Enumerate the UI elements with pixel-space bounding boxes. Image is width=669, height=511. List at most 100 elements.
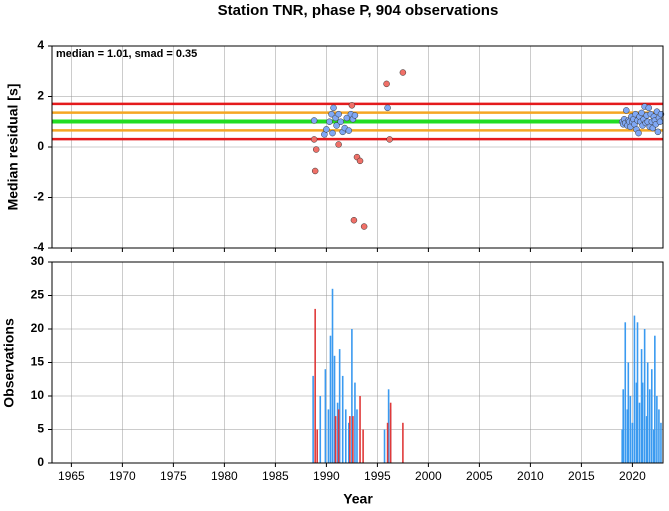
bar: [336, 402, 339, 463]
point: [351, 112, 359, 119]
bar: [387, 389, 390, 463]
bar: [624, 322, 627, 463]
bar: [356, 409, 358, 463]
point: [348, 102, 356, 109]
bar: [383, 429, 386, 463]
y-axis-label: Observations: [1, 318, 17, 408]
y-tick-label: 2: [37, 89, 44, 103]
bar: [352, 416, 354, 463]
y-axis-label: Median residual [s]: [5, 84, 21, 211]
bar: [627, 362, 630, 463]
bar: [349, 416, 351, 463]
bar: [643, 329, 646, 463]
point: [638, 109, 645, 117]
point: [323, 126, 330, 133]
point: [623, 107, 630, 114]
y-tick-label: 20: [31, 321, 45, 335]
point: [337, 118, 344, 125]
point: [310, 117, 318, 124]
point: [356, 157, 364, 165]
point: [329, 129, 336, 137]
point: [335, 110, 342, 118]
y-tick-label: -2: [33, 190, 44, 204]
x-tick-label: 1985: [262, 469, 289, 483]
bar: [337, 409, 340, 463]
y-tick-label: 30: [31, 254, 45, 268]
bar: [622, 389, 625, 463]
point: [335, 141, 342, 148]
bar: [656, 396, 658, 463]
bar: [636, 322, 639, 463]
y-tick-label: 25: [31, 288, 45, 302]
x-tick-label: 2015: [568, 469, 595, 483]
bar: [640, 349, 643, 463]
bar: [331, 288, 334, 463]
bar: [333, 355, 336, 463]
point: [345, 127, 353, 134]
annotation: median = 1.01, smad = 0.35: [56, 48, 197, 60]
bar: [654, 335, 656, 463]
bar: [646, 362, 649, 463]
bar: [351, 329, 353, 463]
bar: [386, 422, 389, 463]
point: [399, 69, 407, 76]
x-tick-label: 1975: [160, 469, 187, 483]
bar: [648, 389, 651, 463]
y-tick-label: 5: [37, 422, 44, 436]
point: [333, 122, 340, 129]
bar: [338, 349, 341, 463]
bar: [641, 382, 644, 463]
x-tick-label: 2010: [517, 469, 544, 483]
x-tick-label: 1980: [211, 469, 238, 483]
x-tick-label: 1995: [364, 469, 391, 483]
bar: [638, 402, 641, 463]
bar: [359, 396, 361, 463]
x-tick-label: 2000: [415, 469, 442, 483]
x-tick-label: 2005: [466, 469, 493, 483]
point: [635, 129, 642, 137]
point: [330, 104, 337, 112]
bar: [660, 422, 662, 463]
y-tick-label: 0: [37, 139, 44, 153]
plot-frame: [51, 45, 664, 249]
point: [350, 216, 358, 224]
chart-title: Station TNR, phase P, 904 observations: [218, 2, 499, 19]
bar: [329, 335, 332, 463]
y-tick-label: 0: [37, 455, 44, 469]
bar: [658, 409, 660, 463]
bar: [635, 382, 638, 463]
point: [383, 80, 390, 88]
point: [328, 110, 335, 118]
bar: [334, 416, 337, 463]
bar: [341, 375, 344, 463]
y-tick-label: 15: [31, 355, 45, 369]
bar: [653, 429, 655, 463]
x-tick-label: 2020: [619, 469, 646, 483]
point: [656, 118, 664, 125]
point: [386, 136, 393, 143]
bar: [316, 429, 319, 463]
bar: [633, 315, 636, 463]
plot-frame: [51, 261, 664, 464]
point: [310, 136, 318, 143]
x-tick-label: 1965: [58, 469, 85, 483]
bar: [324, 369, 327, 463]
bar: [645, 416, 648, 463]
y-tick-label: 10: [31, 388, 45, 402]
bar: [631, 422, 634, 463]
bar: [626, 409, 629, 463]
x-tick-label: 1990: [313, 469, 340, 483]
x-tick-label: 1970: [109, 469, 136, 483]
point: [311, 167, 319, 175]
bar: [362, 429, 364, 463]
point: [384, 104, 391, 112]
bar: [327, 409, 330, 463]
bar: [402, 422, 404, 463]
point: [326, 118, 333, 125]
point: [654, 128, 662, 136]
point: [360, 223, 368, 230]
point: [645, 104, 652, 112]
bar: [650, 369, 653, 463]
bar: [314, 308, 316, 463]
